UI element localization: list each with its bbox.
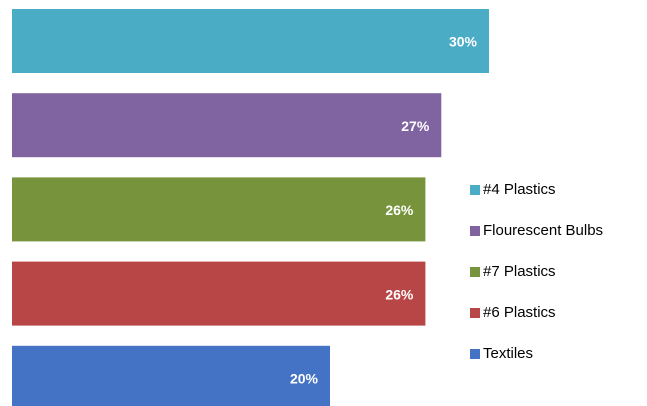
legend-swatch — [470, 349, 480, 359]
data-label: 26% — [385, 202, 414, 218]
data-label: 30% — [449, 34, 478, 50]
bar — [12, 261, 426, 326]
legend-label: Textiles — [483, 345, 533, 362]
legend-swatch — [470, 267, 480, 277]
bar — [12, 177, 426, 242]
legend-label: #4 Plastics — [483, 181, 556, 198]
data-label: 20% — [290, 371, 319, 387]
legend-label: Flourescent Bulbs — [483, 222, 603, 239]
legend-swatch — [470, 185, 480, 195]
bar — [12, 345, 330, 406]
data-label: 26% — [385, 286, 414, 302]
legend-label: #6 Plastics — [483, 304, 556, 321]
legend-swatch — [470, 226, 480, 236]
data-label: 27% — [401, 118, 430, 134]
bar — [12, 93, 442, 158]
bar — [12, 9, 489, 73]
legend-label: #7 Plastics — [483, 263, 556, 280]
legend-swatch — [470, 308, 480, 318]
